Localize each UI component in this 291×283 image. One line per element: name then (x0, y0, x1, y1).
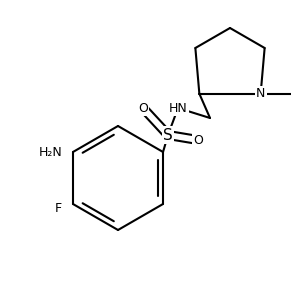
Text: H₂N: H₂N (39, 145, 63, 158)
Text: N: N (256, 87, 265, 100)
Text: HN: HN (168, 102, 187, 115)
Text: O: O (193, 134, 203, 147)
Text: S: S (163, 128, 173, 143)
Text: O: O (138, 102, 148, 115)
Text: F: F (54, 203, 61, 215)
